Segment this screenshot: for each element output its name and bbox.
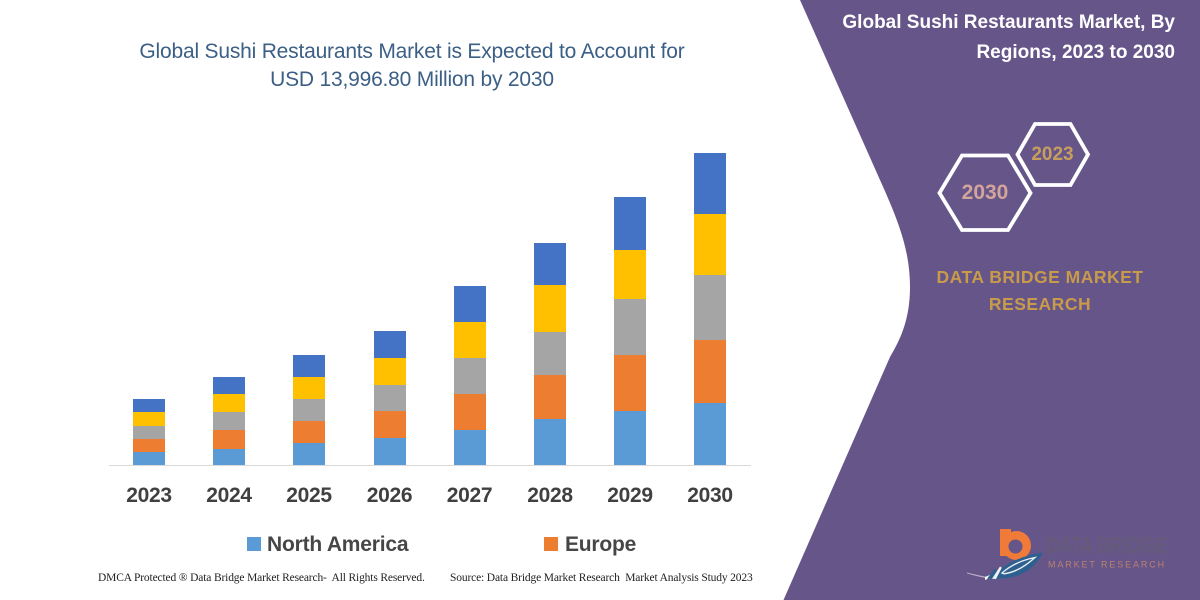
svg-text:2023: 2023 bbox=[1031, 144, 1073, 165]
svg-text:2030: 2030 bbox=[962, 181, 1009, 204]
svg-text:MARKET RESEARCH: MARKET RESEARCH bbox=[1048, 560, 1166, 571]
svg-text:DATA BRIDGE: DATA BRIDGE bbox=[1046, 532, 1167, 558]
